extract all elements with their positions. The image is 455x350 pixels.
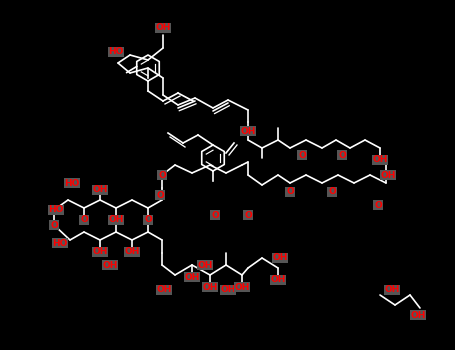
Text: OH: OH [380,170,396,180]
Text: OH: OH [102,260,118,270]
Text: OH: OH [157,286,172,294]
Text: HO: HO [48,205,64,215]
Text: OH: OH [240,126,256,135]
Text: OH: OH [108,216,124,224]
Text: OH: OH [384,286,399,294]
Text: OH: OH [240,126,256,135]
Text: O: O [374,201,382,210]
Text: O: O [328,188,336,196]
Text: OH: OH [234,282,250,292]
Text: HO: HO [64,178,80,188]
Text: O: O [158,170,166,180]
Text: OH: OH [202,282,217,292]
Text: OH: OH [197,260,212,270]
Text: O: O [80,216,88,224]
Text: OH: OH [92,186,108,195]
Text: O: O [298,150,306,160]
Text: OH: OH [372,155,388,164]
Text: O: O [211,210,219,219]
Text: OH: OH [124,247,140,257]
Text: HO: HO [108,48,124,56]
Text: OH: OH [270,275,286,285]
Text: O: O [144,216,152,224]
Text: O: O [50,220,58,230]
Text: O: O [244,210,252,219]
Text: O: O [338,150,346,160]
Text: OH: OH [184,273,200,281]
Text: OH: OH [272,253,288,262]
Text: OH: OH [220,286,236,294]
Text: HO: HO [52,238,68,247]
Text: O: O [286,188,294,196]
Text: O: O [156,190,164,199]
Text: OH: OH [92,247,108,257]
Text: OH: OH [155,23,171,33]
Text: OH: OH [410,310,426,320]
